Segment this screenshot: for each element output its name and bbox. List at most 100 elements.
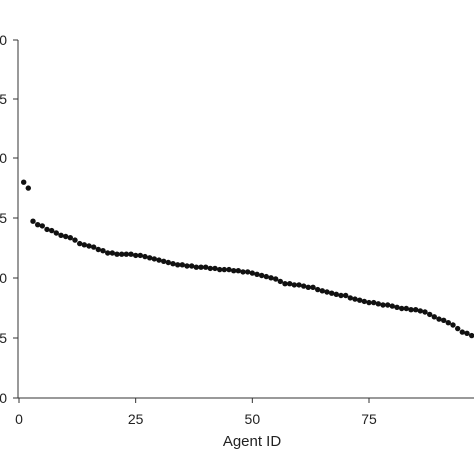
data-point bbox=[389, 303, 395, 309]
data-point bbox=[91, 244, 97, 250]
data-point bbox=[53, 230, 59, 236]
data-point bbox=[133, 252, 139, 259]
data-point bbox=[189, 263, 195, 269]
data-point bbox=[352, 296, 358, 302]
y-tick-label: 0 bbox=[0, 32, 7, 48]
data-point bbox=[25, 185, 31, 191]
data-point bbox=[217, 266, 223, 273]
data-point bbox=[67, 235, 74, 241]
data-point bbox=[385, 302, 391, 308]
data-point bbox=[235, 268, 241, 274]
data-point bbox=[198, 264, 204, 270]
data-point bbox=[371, 299, 377, 306]
data-point bbox=[161, 258, 167, 264]
data-point bbox=[305, 284, 311, 290]
data-point bbox=[259, 272, 265, 279]
data-point bbox=[324, 289, 330, 295]
data-point bbox=[291, 282, 297, 288]
data-point bbox=[62, 233, 69, 240]
data-point bbox=[35, 222, 41, 228]
data-point bbox=[422, 309, 428, 315]
data-point bbox=[268, 275, 274, 281]
data-point bbox=[226, 266, 232, 273]
data-point bbox=[81, 242, 88, 248]
data-point bbox=[95, 246, 102, 253]
data-point bbox=[403, 305, 409, 312]
data-point bbox=[114, 251, 120, 257]
data-point bbox=[49, 227, 55, 234]
data-point bbox=[156, 257, 162, 263]
data-point bbox=[21, 179, 27, 185]
data-point bbox=[109, 250, 116, 256]
data-point bbox=[240, 269, 246, 275]
data-point bbox=[193, 264, 199, 270]
data-point bbox=[315, 286, 321, 293]
data-point bbox=[39, 223, 45, 229]
data-point bbox=[310, 284, 316, 290]
x-axis-title: Agent ID bbox=[223, 433, 282, 450]
data-point bbox=[231, 268, 237, 274]
data-point bbox=[301, 283, 307, 289]
y-tick-label: 5 bbox=[0, 91, 7, 107]
y-tick-label: 5 bbox=[0, 210, 7, 226]
data-point bbox=[254, 271, 260, 277]
data-point bbox=[361, 298, 367, 305]
data-point bbox=[441, 317, 447, 323]
data-point bbox=[175, 262, 181, 268]
data-point bbox=[147, 255, 153, 261]
x-tick-label: 25 bbox=[128, 411, 144, 427]
data-point bbox=[119, 251, 125, 257]
data-point bbox=[100, 248, 106, 254]
data-point bbox=[77, 240, 83, 247]
data-point bbox=[333, 291, 339, 297]
data-point bbox=[394, 304, 400, 310]
x-tick-label: 75 bbox=[361, 411, 377, 427]
data-point bbox=[450, 322, 456, 328]
data-point bbox=[282, 281, 288, 287]
data-point bbox=[417, 308, 423, 314]
data-point bbox=[469, 332, 474, 339]
data-point bbox=[245, 269, 251, 275]
data-points bbox=[21, 179, 474, 339]
data-point bbox=[30, 218, 36, 224]
data-point bbox=[142, 253, 148, 260]
data-point bbox=[408, 307, 414, 313]
data-point bbox=[179, 262, 185, 268]
x-tick-label: 50 bbox=[245, 411, 261, 427]
data-point bbox=[86, 243, 92, 249]
data-point bbox=[221, 266, 227, 273]
data-point bbox=[296, 282, 302, 288]
data-point bbox=[165, 259, 171, 266]
data-point bbox=[170, 261, 176, 267]
data-point bbox=[319, 288, 325, 294]
y-tick-label: 0 bbox=[0, 390, 7, 406]
data-point bbox=[431, 314, 437, 320]
data-point bbox=[347, 295, 353, 301]
data-point bbox=[184, 263, 190, 269]
data-point bbox=[263, 273, 269, 280]
data-point bbox=[207, 265, 213, 272]
y-tick-label: 0 bbox=[0, 150, 7, 166]
data-point bbox=[287, 281, 293, 287]
y-tick-label: 0 bbox=[0, 270, 7, 286]
data-point bbox=[464, 330, 470, 336]
x-tick-label: 0 bbox=[15, 411, 23, 427]
data-point bbox=[123, 251, 129, 257]
data-point bbox=[366, 299, 372, 306]
data-point bbox=[357, 297, 363, 303]
data-point bbox=[137, 252, 143, 259]
data-point bbox=[375, 301, 381, 307]
data-point bbox=[273, 276, 279, 282]
data-point bbox=[212, 265, 218, 272]
data-point bbox=[427, 311, 433, 318]
data-point bbox=[399, 305, 405, 312]
data-point bbox=[343, 292, 349, 299]
data-point bbox=[455, 325, 461, 332]
data-point bbox=[380, 302, 386, 308]
data-point bbox=[436, 316, 442, 322]
data-point bbox=[105, 250, 111, 256]
data-point bbox=[338, 292, 344, 299]
y-tick-label: 5 bbox=[0, 330, 7, 346]
data-point bbox=[249, 270, 255, 276]
